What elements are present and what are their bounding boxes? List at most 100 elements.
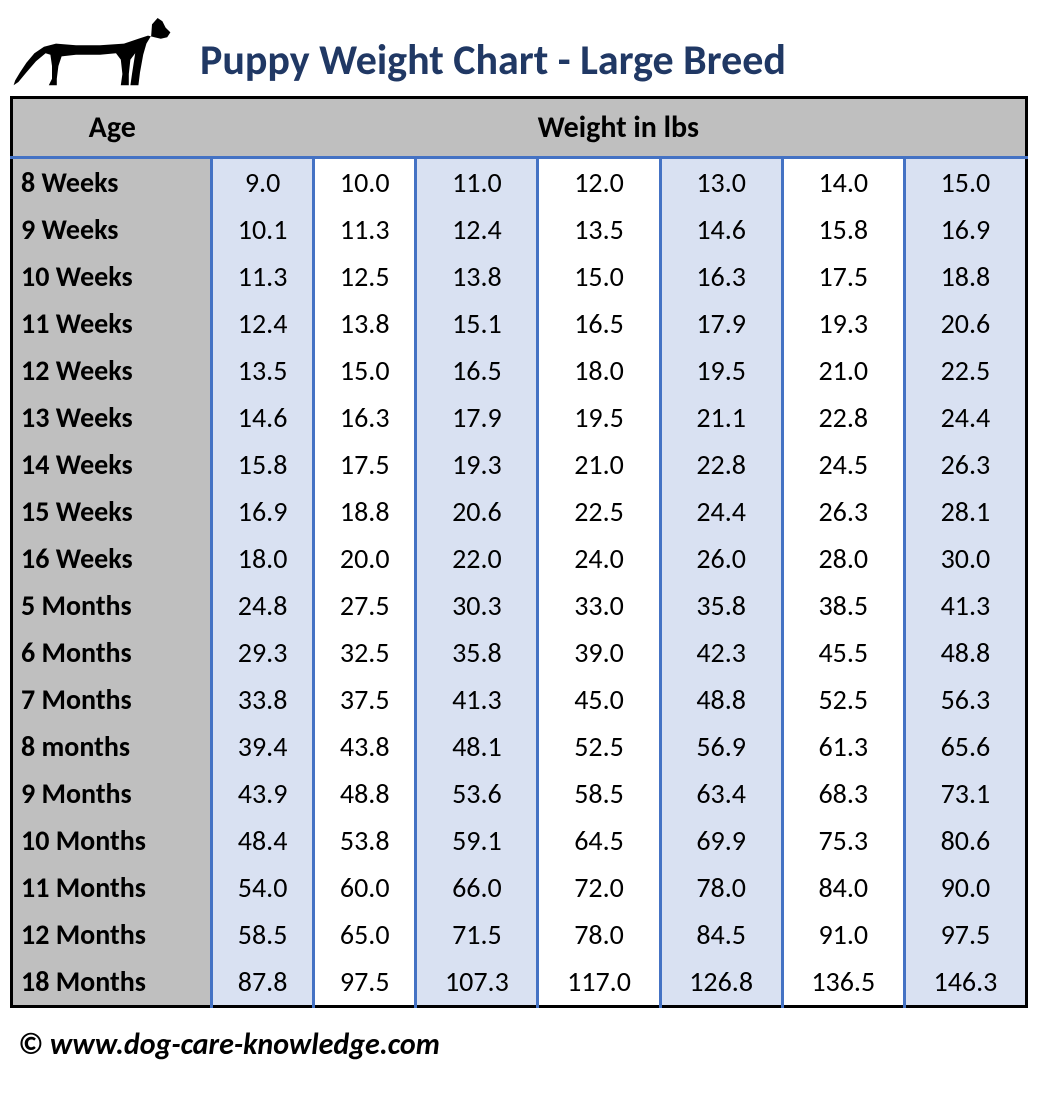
table-row: 9 Months43.948.853.658.563.468.373.1	[12, 770, 1027, 817]
weight-cell: 11.0	[416, 158, 538, 207]
weight-cell: 41.3	[416, 676, 538, 723]
age-cell: 11 Weeks	[12, 300, 212, 347]
dog-silhouette-icon	[12, 10, 172, 90]
weight-cell: 15.0	[904, 158, 1026, 207]
header-row: Puppy Weight Chart - Large Breed	[10, 10, 1028, 90]
weight-cell: 42.3	[660, 629, 782, 676]
weight-cell: 30.3	[416, 582, 538, 629]
weight-cell: 10.1	[212, 206, 314, 253]
age-cell: 5 Months	[12, 582, 212, 629]
weight-cell: 22.8	[782, 394, 904, 441]
weight-cell: 48.1	[416, 723, 538, 770]
weight-cell: 61.3	[782, 723, 904, 770]
weight-cell: 16.9	[212, 488, 314, 535]
table-row: 7 Months33.837.541.345.048.852.556.3	[12, 676, 1027, 723]
weight-cell: 16.9	[904, 206, 1026, 253]
weight-cell: 26.3	[904, 441, 1026, 488]
weight-cell: 91.0	[782, 911, 904, 958]
age-cell: 7 Months	[12, 676, 212, 723]
weight-cell: 21.1	[660, 394, 782, 441]
weight-cell: 56.9	[660, 723, 782, 770]
weight-cell: 22.5	[904, 347, 1026, 394]
weight-cell: 73.1	[904, 770, 1026, 817]
age-cell: 10 Weeks	[12, 253, 212, 300]
age-cell: 15 Weeks	[12, 488, 212, 535]
weight-cell: 53.8	[314, 817, 416, 864]
weight-cell: 17.9	[660, 300, 782, 347]
weight-cell: 87.8	[212, 958, 314, 1007]
weight-cell: 65.0	[314, 911, 416, 958]
weight-cell: 13.5	[538, 206, 660, 253]
table-row: 15 Weeks16.918.820.622.524.426.328.1	[12, 488, 1027, 535]
weight-cell: 12.0	[538, 158, 660, 207]
weight-cell: 24.0	[538, 535, 660, 582]
table-row: 12 Months58.565.071.578.084.591.097.5	[12, 911, 1027, 958]
weight-cell: 84.5	[660, 911, 782, 958]
weight-cell: 18.8	[314, 488, 416, 535]
table-row: 11 Months54.060.066.072.078.084.090.0	[12, 864, 1027, 911]
weight-cell: 14.6	[660, 206, 782, 253]
weight-cell: 78.0	[538, 911, 660, 958]
weight-cell: 97.5	[314, 958, 416, 1007]
weight-cell: 90.0	[904, 864, 1026, 911]
weight-cell: 18.8	[904, 253, 1026, 300]
table-row: 8 Weeks9.010.011.012.013.014.015.0	[12, 158, 1027, 207]
weight-cell: 48.8	[314, 770, 416, 817]
weight-cell: 71.5	[416, 911, 538, 958]
table-row: 14 Weeks15.817.519.321.022.824.526.3	[12, 441, 1027, 488]
weight-cell: 16.3	[314, 394, 416, 441]
weight-cell: 17.5	[782, 253, 904, 300]
weight-cell: 107.3	[416, 958, 538, 1007]
weight-cell: 14.6	[212, 394, 314, 441]
weight-cell: 24.8	[212, 582, 314, 629]
weight-cell: 63.4	[660, 770, 782, 817]
weight-cell: 13.5	[212, 347, 314, 394]
weight-cell: 15.0	[314, 347, 416, 394]
weight-cell: 68.3	[782, 770, 904, 817]
weight-cell: 136.5	[782, 958, 904, 1007]
age-cell: 12 Weeks	[12, 347, 212, 394]
weight-cell: 66.0	[416, 864, 538, 911]
weight-cell: 33.0	[538, 582, 660, 629]
weight-cell: 15.1	[416, 300, 538, 347]
weight-cell: 32.5	[314, 629, 416, 676]
weight-cell: 54.0	[212, 864, 314, 911]
age-cell: 16 Weeks	[12, 535, 212, 582]
weight-cell: 20.6	[416, 488, 538, 535]
weight-cell: 97.5	[904, 911, 1026, 958]
weight-cell: 45.5	[782, 629, 904, 676]
table-body: 8 Weeks9.010.011.012.013.014.015.09 Week…	[12, 158, 1027, 1007]
weight-cell: 19.5	[660, 347, 782, 394]
weight-cell: 10.0	[314, 158, 416, 207]
weight-cell: 60.0	[314, 864, 416, 911]
weight-cell: 26.3	[782, 488, 904, 535]
table-row: 6 Months29.332.535.839.042.345.548.8	[12, 629, 1027, 676]
age-cell: 6 Months	[12, 629, 212, 676]
table-row: 11 Weeks12.413.815.116.517.919.320.6	[12, 300, 1027, 347]
weight-cell: 11.3	[314, 206, 416, 253]
weight-cell: 48.8	[904, 629, 1026, 676]
weight-cell: 18.0	[538, 347, 660, 394]
weight-cell: 69.9	[660, 817, 782, 864]
weight-cell: 19.3	[416, 441, 538, 488]
weight-cell: 30.0	[904, 535, 1026, 582]
weight-cell: 27.5	[314, 582, 416, 629]
weight-cell: 17.5	[314, 441, 416, 488]
weight-cell: 18.0	[212, 535, 314, 582]
weight-cell: 48.4	[212, 817, 314, 864]
chart-container: Puppy Weight Chart - Large Breed Age Wei…	[10, 10, 1028, 1063]
weight-cell: 19.5	[538, 394, 660, 441]
table-row: 10 Months48.453.859.164.569.975.380.6	[12, 817, 1027, 864]
weight-cell: 12.4	[212, 300, 314, 347]
weight-cell: 24.4	[904, 394, 1026, 441]
header-row: Age Weight in lbs	[12, 98, 1027, 158]
weight-cell: 20.0	[314, 535, 416, 582]
weight-cell: 33.8	[212, 676, 314, 723]
weight-cell: 20.6	[904, 300, 1026, 347]
weight-cell: 24.4	[660, 488, 782, 535]
weight-cell: 15.0	[538, 253, 660, 300]
weight-cell: 59.1	[416, 817, 538, 864]
weight-cell: 52.5	[538, 723, 660, 770]
weight-cell: 22.8	[660, 441, 782, 488]
weight-cell: 13.0	[660, 158, 782, 207]
